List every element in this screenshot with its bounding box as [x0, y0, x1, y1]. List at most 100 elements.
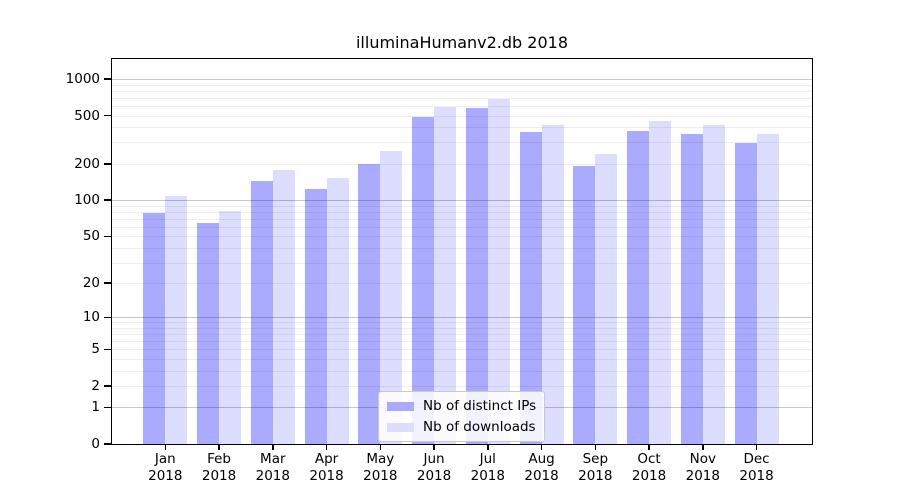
major-gridline — [112, 200, 812, 202]
minor-gridline — [112, 283, 812, 285]
legend-swatch-downloads — [387, 422, 414, 432]
bar-downloads-aug — [541, 125, 564, 444]
bar-downloads-jun — [434, 107, 457, 444]
minor-gridline — [112, 90, 812, 92]
x-tick-mark — [272, 444, 274, 450]
y-tick-mark — [104, 163, 112, 165]
bar-distinct-ips-jan — [143, 213, 166, 444]
x-tick-label-feb: Feb 2018 — [187, 451, 251, 484]
minor-gridline — [112, 236, 812, 238]
minor-gridline — [112, 358, 812, 360]
bar-downloads-nov — [702, 124, 725, 444]
y-tick-mark — [104, 114, 112, 117]
y-tick-label: 20 — [82, 275, 100, 292]
y-tick-label: 500 — [74, 107, 100, 124]
x-tick-label-jan: Jan 2018 — [133, 451, 197, 484]
bar-downloads-sep — [595, 154, 618, 444]
bar-distinct-ips-feb — [197, 222, 220, 444]
x-tick-mark — [218, 444, 220, 450]
y-tick-mark — [104, 282, 112, 284]
x-tick-label-line: 2018 — [416, 467, 452, 484]
bar-downloads-jul — [487, 98, 510, 444]
x-tick-label-line: Mar — [260, 451, 286, 467]
bar-downloads-dec — [756, 133, 779, 444]
minor-gridline — [112, 341, 812, 343]
y-tick-label: 2 — [91, 377, 100, 394]
bar-distinct-ips-jun — [412, 116, 435, 444]
minor-gridline — [112, 211, 812, 213]
x-tick-mark — [379, 444, 382, 450]
y-tick-label: 10 — [82, 309, 100, 326]
x-tick-label-dec: Dec 2018 — [725, 451, 789, 484]
chart-title: illuminaHumanv2.db 2018 — [355, 33, 568, 52]
y-tick-mark — [104, 406, 112, 409]
y-tick-label: 1 — [91, 399, 100, 416]
bar-downloads-oct — [649, 120, 672, 444]
minor-gridline — [112, 97, 812, 99]
x-tick-label-line: 2018 — [524, 467, 559, 484]
minor-gridline — [112, 218, 812, 220]
y-tick-label: 1000 — [65, 70, 100, 87]
bar-distinct-ips-sep — [573, 166, 596, 444]
x-tick-label-line: 2018 — [255, 467, 290, 484]
bar-distinct-ips-nov — [680, 134, 703, 444]
y-tick-mark — [104, 385, 112, 387]
x-tick-mark — [540, 444, 543, 450]
minor-gridline — [112, 115, 812, 117]
minor-gridline — [112, 84, 812, 86]
minor-gridline — [112, 247, 812, 249]
y-tick-label: 50 — [82, 228, 100, 245]
x-tick-mark — [594, 444, 597, 450]
minor-gridline — [112, 385, 812, 387]
y-tick-mark — [104, 235, 112, 238]
y-tick-mark — [104, 199, 112, 201]
x-tick-label-line: 2018 — [470, 467, 505, 484]
bar-downloads-feb — [219, 210, 242, 444]
bar-distinct-ips-mar — [250, 181, 273, 444]
x-tick-label-line: 2018 — [148, 467, 183, 484]
minor-gridline — [112, 322, 812, 324]
bar-downloads-jan — [165, 196, 188, 444]
x-tick-label-line: Nov — [689, 451, 716, 467]
y-tick-mark — [104, 348, 112, 351]
x-tick-mark — [325, 444, 328, 450]
y-tick-mark — [104, 316, 112, 319]
x-tick-label-line: Jan — [154, 451, 176, 467]
bar-distinct-ips-aug — [519, 131, 542, 444]
x-tick-mark — [702, 444, 704, 450]
x-tick-label-line: Jun — [423, 451, 445, 467]
x-tick-label-oct: Oct 2018 — [617, 451, 681, 484]
legend-label-distinct-ips: Nb of distinct IPs — [423, 398, 537, 414]
x-tick-label-line: Feb — [207, 451, 231, 467]
x-tick-label-line: Jul — [479, 451, 496, 467]
bar-downloads-may — [380, 150, 403, 444]
minor-gridline — [112, 142, 812, 144]
x-tick-mark — [164, 444, 167, 450]
x-tick-label-line: May — [366, 451, 395, 467]
x-tick-label-sep: Sep 2018 — [563, 451, 627, 484]
legend: Nb of distinct IPs Nb of downloads — [378, 391, 545, 442]
x-tick-label-line: 2018 — [739, 467, 774, 484]
minor-gridline — [112, 370, 812, 372]
minor-gridline — [112, 127, 812, 129]
x-tick-label-nov: Nov 2018 — [671, 451, 735, 484]
minor-gridline — [112, 163, 812, 165]
bar-distinct-ips-jul — [465, 107, 488, 444]
x-tick-label-apr: Apr 2018 — [295, 451, 359, 484]
x-tick-mark — [648, 444, 650, 450]
bar-distinct-ips-may — [358, 164, 381, 444]
x-tick-label-jun: Jun 2018 — [402, 451, 466, 484]
y-tick-label: 100 — [74, 192, 100, 209]
minor-gridline — [112, 327, 812, 329]
major-gridline — [112, 317, 812, 319]
x-tick-label-line: Oct — [637, 451, 661, 467]
x-tick-label-jul: Jul 2018 — [456, 451, 520, 484]
x-tick-label-line: 2018 — [309, 467, 344, 484]
x-tick-label-line: Aug — [528, 451, 555, 467]
minor-gridline — [112, 205, 812, 207]
x-tick-label-line: Apr — [314, 451, 339, 467]
legend-label-downloads: Nb of downloads — [423, 419, 536, 435]
